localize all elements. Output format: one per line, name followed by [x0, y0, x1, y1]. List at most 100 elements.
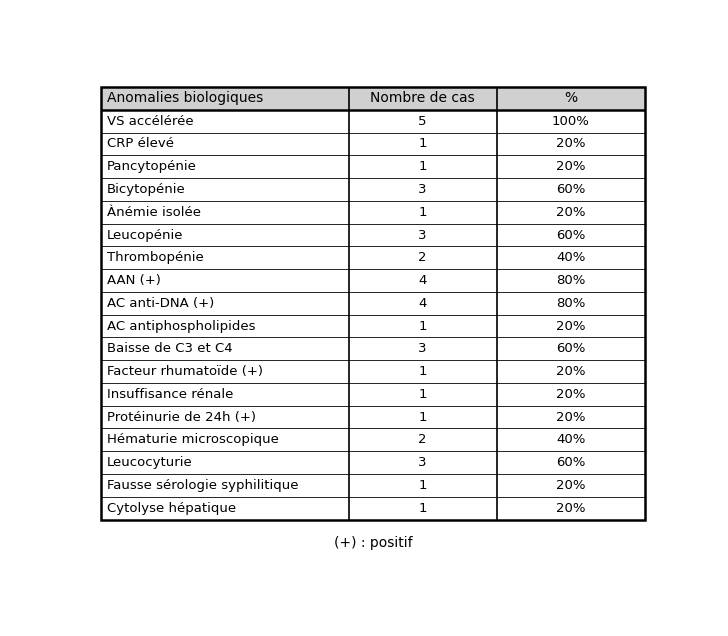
Text: 1: 1	[419, 319, 427, 333]
Text: 4: 4	[419, 297, 427, 310]
Text: 20%: 20%	[556, 411, 585, 424]
Text: 3: 3	[419, 183, 427, 196]
Text: 40%: 40%	[556, 433, 585, 446]
Bar	[496, 338, 645, 360]
Text: 1: 1	[419, 137, 427, 151]
Text: Insuffisance rénale: Insuffisance rénale	[107, 388, 233, 401]
Bar	[349, 383, 496, 406]
Text: 100%: 100%	[552, 114, 590, 128]
Text: AC antiphospholipides: AC antiphospholipides	[107, 319, 256, 333]
Text: 60%: 60%	[556, 228, 585, 242]
Bar	[349, 360, 496, 383]
Text: 20%: 20%	[556, 479, 585, 492]
Text: Ànémie isolée: Ànémie isolée	[107, 206, 201, 219]
Bar	[349, 338, 496, 360]
Bar	[101, 178, 349, 201]
Text: Fausse sérologie syphilitique: Fausse sérologie syphilitique	[107, 479, 298, 492]
Bar	[349, 429, 496, 451]
Text: 60%: 60%	[556, 456, 585, 469]
Bar	[496, 224, 645, 246]
Text: 20%: 20%	[556, 388, 585, 401]
Text: Protéinurie de 24h (+): Protéinurie de 24h (+)	[107, 411, 256, 424]
Text: 1: 1	[419, 160, 427, 173]
Bar	[101, 315, 349, 338]
Bar	[101, 87, 349, 110]
Text: Cytolyse hépatique: Cytolyse hépatique	[107, 502, 236, 515]
Text: 60%: 60%	[556, 342, 585, 356]
Text: Bicytopénie: Bicytopénie	[107, 183, 186, 196]
Bar	[101, 383, 349, 406]
Text: 3: 3	[419, 342, 427, 356]
Bar	[101, 338, 349, 360]
Text: Hématurie microscopique: Hématurie microscopique	[107, 433, 279, 446]
Text: Facteur rhumatоïde (+): Facteur rhumatоïde (+)	[107, 365, 263, 378]
Bar	[349, 269, 496, 292]
Bar	[496, 292, 645, 315]
Bar	[496, 178, 645, 201]
Text: Leucopénie: Leucopénie	[107, 228, 183, 242]
Text: AAN (+): AAN (+)	[107, 274, 161, 287]
Bar	[101, 474, 349, 497]
Text: 20%: 20%	[556, 319, 585, 333]
Bar	[101, 87, 645, 520]
Bar	[349, 110, 496, 133]
Text: 4: 4	[419, 274, 427, 287]
Text: 2: 2	[419, 251, 427, 265]
Text: 1: 1	[419, 502, 427, 515]
Bar	[101, 360, 349, 383]
Text: (+) : positif: (+) : positif	[333, 536, 413, 550]
Bar	[349, 87, 496, 110]
Bar	[101, 155, 349, 178]
Bar	[349, 497, 496, 520]
Bar	[101, 451, 349, 474]
Text: 20%: 20%	[556, 365, 585, 378]
Text: 3: 3	[419, 456, 427, 469]
Bar	[349, 474, 496, 497]
Bar	[101, 201, 349, 224]
Bar	[101, 497, 349, 520]
Text: 20%: 20%	[556, 160, 585, 173]
Bar	[101, 429, 349, 451]
Text: 1: 1	[419, 365, 427, 378]
Bar	[496, 315, 645, 338]
Bar	[349, 201, 496, 224]
Bar	[349, 246, 496, 269]
Bar	[349, 451, 496, 474]
Text: 20%: 20%	[556, 137, 585, 151]
Text: Nombre de cas: Nombre de cas	[371, 92, 475, 106]
Text: Thrombopénie: Thrombopénie	[107, 251, 204, 265]
Bar	[496, 360, 645, 383]
Text: 1: 1	[419, 206, 427, 219]
Text: 1: 1	[419, 388, 427, 401]
Bar	[349, 178, 496, 201]
Bar	[496, 201, 645, 224]
Bar	[496, 87, 645, 110]
Bar	[349, 292, 496, 315]
Bar	[101, 133, 349, 155]
Bar	[496, 451, 645, 474]
Text: 80%: 80%	[556, 274, 585, 287]
Bar	[496, 133, 645, 155]
Text: Pancytopénie: Pancytopénie	[107, 160, 197, 173]
Text: Baisse de C3 et C4: Baisse de C3 et C4	[107, 342, 232, 356]
Text: %: %	[564, 92, 577, 106]
Bar	[101, 406, 349, 429]
Bar	[349, 133, 496, 155]
Text: CRP élevé: CRP élevé	[107, 137, 174, 151]
Bar	[496, 246, 645, 269]
Text: VS accélérée: VS accélérée	[107, 114, 194, 128]
Text: 2: 2	[419, 433, 427, 446]
Bar	[101, 246, 349, 269]
Text: 1: 1	[419, 479, 427, 492]
Bar	[496, 383, 645, 406]
Bar	[101, 292, 349, 315]
Bar	[496, 155, 645, 178]
Text: Leucocyturie: Leucocyturie	[107, 456, 192, 469]
Bar	[349, 224, 496, 246]
Text: 5: 5	[419, 114, 427, 128]
Text: 80%: 80%	[556, 297, 585, 310]
Bar	[349, 315, 496, 338]
Bar	[101, 269, 349, 292]
Bar	[496, 429, 645, 451]
Bar	[101, 110, 349, 133]
